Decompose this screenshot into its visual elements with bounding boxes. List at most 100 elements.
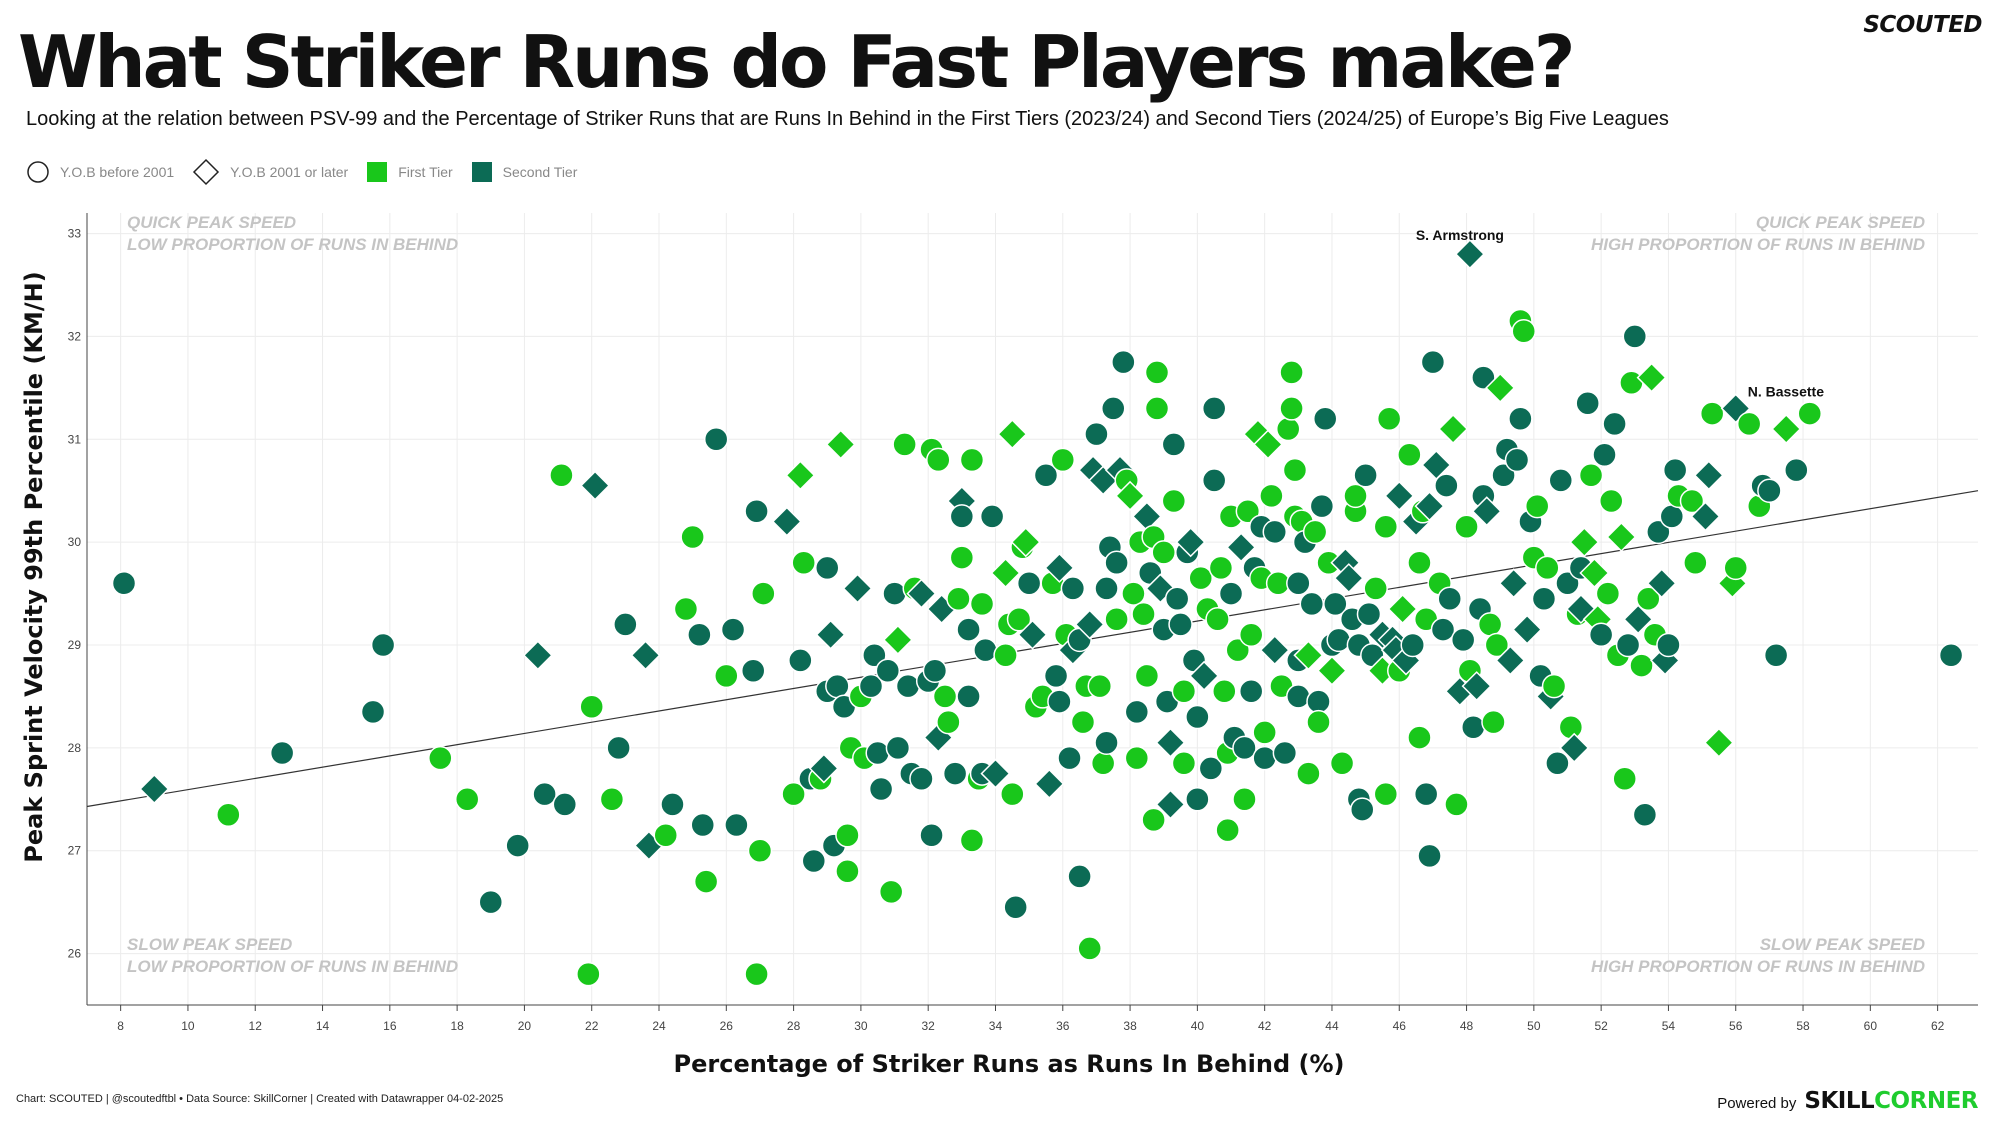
data-point-circle bbox=[1279, 396, 1304, 421]
legend-item-yob-2001-later: Y.O.B 2001 or later bbox=[192, 158, 348, 186]
data-point-circle bbox=[835, 823, 860, 848]
data-point-circle bbox=[1323, 591, 1348, 617]
data-point-circle bbox=[1161, 488, 1187, 514]
data-point-circle bbox=[703, 427, 729, 452]
x-tick-label: 12 bbox=[249, 1019, 263, 1033]
data-point-diamond bbox=[997, 419, 1028, 450]
x-tick-label: 42 bbox=[1258, 1019, 1272, 1033]
data-point-circle bbox=[599, 787, 625, 812]
data-point-circle bbox=[979, 504, 1005, 529]
data-point-circle bbox=[552, 792, 578, 817]
quadrant-bottom-left-line2: LOW PROPORTION OF RUNS IN BEHIND bbox=[127, 957, 458, 976]
x-tick-label: 54 bbox=[1662, 1019, 1676, 1033]
data-point-circle bbox=[1699, 401, 1725, 426]
data-point-circle bbox=[1201, 468, 1227, 493]
data-point-circle bbox=[720, 617, 746, 642]
quadrant-bottom-left-line1: SLOW PEAK SPEED bbox=[127, 935, 292, 954]
data-point-diamond bbox=[1074, 609, 1105, 640]
data-point-circle bbox=[835, 859, 860, 884]
data-point-circle bbox=[1434, 473, 1459, 498]
data-point-circle bbox=[687, 622, 712, 647]
legend-item-yob-before-2001: Y.O.B before 2001 bbox=[26, 160, 174, 184]
data-point-circle bbox=[549, 463, 574, 488]
data-point-circle bbox=[1104, 550, 1129, 575]
x-tick-label: 36 bbox=[1056, 1019, 1070, 1033]
data-point-diamond bbox=[1010, 527, 1041, 558]
x-tick-label: 60 bbox=[1864, 1019, 1878, 1033]
data-point-circle bbox=[1286, 684, 1311, 709]
data-point-circle bbox=[932, 684, 958, 709]
data-point-circle bbox=[909, 766, 934, 791]
data-point-circle bbox=[858, 673, 884, 699]
data-point-circle bbox=[993, 643, 1018, 668]
data-point-circle bbox=[926, 447, 951, 473]
data-point-circle bbox=[747, 838, 773, 863]
scouted-logo: SCOUTED bbox=[1863, 12, 1982, 38]
y-tick-label: 28 bbox=[68, 741, 82, 755]
data-point-diamond bbox=[1155, 727, 1186, 758]
data-point-circle bbox=[1343, 483, 1368, 509]
data-point-circle bbox=[1592, 442, 1617, 467]
data-point-circle bbox=[1312, 406, 1338, 431]
data-point-circle bbox=[1461, 715, 1486, 740]
data-point-circle bbox=[875, 658, 901, 683]
data-point-circle bbox=[216, 802, 241, 827]
data-point-circle bbox=[1235, 499, 1261, 524]
data-point-circle bbox=[744, 961, 769, 987]
data-point-circle bbox=[1373, 781, 1399, 807]
data-point-circle bbox=[1101, 396, 1126, 421]
data-point-diamond bbox=[990, 557, 1021, 589]
x-tick-label: 16 bbox=[383, 1019, 397, 1033]
data-point-circle bbox=[1430, 617, 1456, 642]
data-point-circle bbox=[1060, 576, 1086, 601]
legend-label: First Tier bbox=[398, 164, 453, 180]
x-tick-label: 56 bbox=[1729, 1019, 1743, 1033]
data-point-circle bbox=[1588, 622, 1614, 647]
data-point-diamond bbox=[771, 506, 802, 537]
data-point-circle bbox=[1376, 406, 1402, 431]
data-point-diamond bbox=[1495, 645, 1526, 676]
data-point-circle bbox=[1437, 586, 1462, 611]
data-point-circle bbox=[1558, 715, 1584, 740]
data-point-circle bbox=[1131, 601, 1156, 627]
data-point-circle bbox=[606, 735, 631, 761]
y-tick-label: 26 bbox=[68, 947, 82, 961]
x-tick-label: 8 bbox=[117, 1019, 124, 1033]
data-point-circle bbox=[1057, 745, 1082, 771]
data-point-circle bbox=[740, 658, 766, 683]
data-point-diamond bbox=[1017, 619, 1048, 650]
data-point-circle bbox=[1938, 643, 1964, 668]
data-point-circle bbox=[1252, 745, 1277, 771]
data-point-circle bbox=[454, 787, 480, 812]
data-point-circle bbox=[1185, 704, 1210, 730]
data-point-circle bbox=[505, 833, 530, 858]
second-tier-swatch-icon bbox=[471, 162, 492, 182]
data-point-circle bbox=[724, 812, 749, 838]
data-point-diamond bbox=[1189, 660, 1220, 691]
data-point-diamond bbox=[1226, 532, 1257, 563]
data-point-circle bbox=[1141, 807, 1166, 833]
data-point-circle bbox=[1124, 699, 1150, 725]
footer-credits: Chart: SCOUTED | @scoutedftbl • Data Sou… bbox=[16, 1093, 504, 1105]
annotation-label: S. Armstrong bbox=[1416, 227, 1504, 243]
data-point-circle bbox=[1252, 720, 1277, 745]
x-tick-label: 26 bbox=[720, 1019, 734, 1033]
data-point-circle bbox=[1575, 391, 1600, 416]
data-point-diamond bbox=[1498, 568, 1529, 599]
data-point-circle bbox=[1043, 663, 1069, 689]
data-point-circle bbox=[959, 828, 985, 853]
data-point-circle bbox=[269, 740, 295, 766]
data-point-circle bbox=[1636, 586, 1661, 611]
data-point-circle bbox=[1622, 324, 1648, 349]
data-point-circle bbox=[1094, 576, 1119, 601]
data-point-circle bbox=[660, 792, 685, 817]
data-point-circle bbox=[1491, 463, 1516, 488]
data-point-diamond bbox=[1579, 557, 1610, 589]
data-point-circle bbox=[1215, 817, 1240, 843]
data-point-circle bbox=[1282, 457, 1308, 483]
data-point-diamond bbox=[1636, 362, 1667, 393]
quadrant-top-left-line2: LOW PROPORTION OF RUNS IN BEHIND bbox=[127, 235, 458, 254]
data-point-circle bbox=[744, 499, 769, 524]
chart-subtitle: Looking at the relation between PSV-99 a… bbox=[26, 108, 1669, 130]
x-tick-label: 34 bbox=[989, 1019, 1003, 1033]
